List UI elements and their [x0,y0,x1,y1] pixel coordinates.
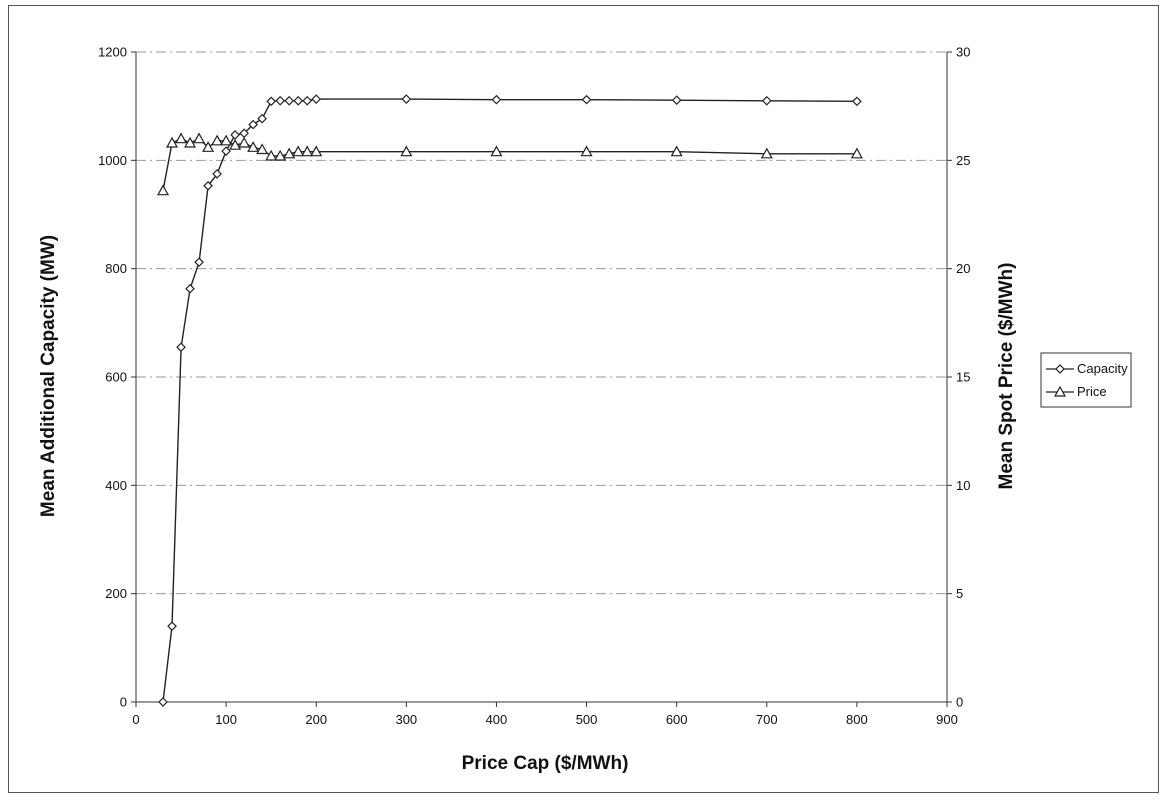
point-capacity-5 [203,180,213,191]
point-capacity-13 [275,95,286,106]
y-left-tick-label-800: 800 [105,261,127,276]
y-left-tick-label-600: 600 [105,370,127,385]
series-layer [157,94,863,707]
point-price-17 [310,145,323,157]
y-right-tick-label-5: 5 [956,586,963,601]
point-capacity-15 [293,95,304,106]
x-tick-label-300: 300 [395,712,417,727]
y-left-tick-label-200: 200 [105,586,127,601]
point-capacity-17 [311,94,322,104]
point-capacity-11 [257,113,268,124]
x-tick-label-400: 400 [486,712,508,727]
point-price-23 [850,147,863,159]
point-capacity-0 [158,697,168,707]
dual-axis-line-chart: 0 100 200 300 400 500 600 700 800 900020040060080… [38,45,1132,774]
point-capacity-23 [852,96,862,107]
x-axis-title: Price Cap ($/MWh) [462,753,629,774]
point-capacity-16 [302,95,313,106]
point-capacity-19 [491,94,502,105]
legend-box [1040,352,1132,408]
legend-capacity-label: Capacity [1077,361,1128,376]
y-right-tick-label-15: 15 [956,370,970,385]
point-price-21 [670,145,683,157]
y-right-tick-label-10: 10 [956,478,970,493]
point-capacity-12 [266,96,277,107]
series-line-price [162,137,857,191]
point-price-9 [238,136,251,148]
labels-layer: 0 100 200 300 400 500 600 700 800 900020040060080… [98,45,970,728]
point-capacity-8 [230,130,240,140]
legend-price-label: Price [1077,384,1107,399]
y-left-tick-label-1200: 1200 [98,45,127,60]
y-right-tick-label-20: 20 [956,261,970,276]
point-capacity-18 [401,94,412,104]
point-capacity-21 [671,95,682,106]
point-price-15 [292,145,305,157]
point-price-16 [301,145,314,157]
y-right-tick-label-25: 25 [956,153,970,168]
x-tick-label-700: 700 [756,712,778,727]
point-capacity-4 [194,257,204,268]
point-price-1 [166,136,179,148]
point-price-7 [220,134,233,146]
point-price-13 [274,149,287,161]
legend: Capacity Price [1040,352,1132,408]
legend-item-price: Price [1046,384,1107,399]
point-price-14 [283,147,296,159]
y-right-tick-label-0: 0 [956,695,963,710]
point-capacity-14 [284,95,295,106]
point-price-0 [157,184,170,196]
legend-item-capacity: Capacity [1046,361,1128,376]
y-right-tick-label-30: 30 [956,45,970,60]
point-price-22 [760,147,773,159]
legend-price-triangle-marker [1053,385,1067,397]
point-capacity-3 [185,283,195,294]
axes-layer [131,51,952,707]
point-capacity-10 [248,119,258,130]
y-axis-right-title: Mean Spot Price ($/MWh) [996,263,1017,490]
x-tick-label-200: 200 [305,712,327,727]
point-price-2 [175,132,188,144]
point-capacity-20 [581,94,592,105]
point-price-19 [490,145,503,157]
x-tick-label-800: 800 [846,712,868,727]
x-tick-label-900: 900 [936,712,958,727]
point-price-18 [400,145,413,157]
point-capacity-6 [212,169,222,179]
series-line-capacity [162,98,857,703]
x-tick-label-0: 0 [132,712,139,727]
point-capacity-22 [761,95,772,106]
y-axis-left-title: Mean Additional Capacity (MW) [38,235,59,517]
point-price-6 [211,134,224,146]
y-left-tick-label-1000: 1000 [98,153,127,168]
point-price-10 [247,141,260,152]
grid-layer [136,51,947,595]
point-price-3 [184,136,197,148]
point-price-4 [193,132,206,144]
point-price-11 [256,143,269,155]
point-price-5 [202,141,215,152]
x-tick-label-600: 600 [666,712,688,727]
point-price-12 [265,149,278,161]
legend-capacity-diamond-marker [1055,364,1065,374]
point-capacity-1 [167,621,177,632]
point-capacity-7 [221,146,231,156]
y-left-tick-label-400: 400 [105,478,127,493]
point-price-8 [229,138,242,150]
point-price-20 [580,145,593,157]
point-capacity-2 [176,342,186,353]
y-left-tick-label-0: 0 [120,695,127,710]
chart-frame: 0 100 200 300 400 500 600 700 800 900 0 200 400 600 80… [8,5,1159,793]
x-tick-label-500: 500 [576,712,598,727]
x-tick-label-100: 100 [215,712,237,727]
